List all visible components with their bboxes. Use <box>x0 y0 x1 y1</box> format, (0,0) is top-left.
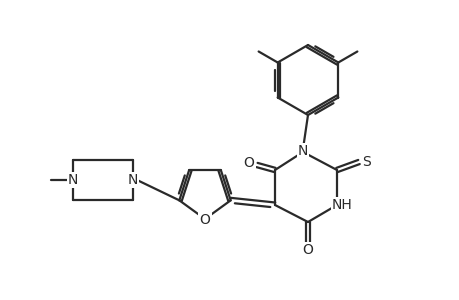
Text: N: N <box>297 144 308 158</box>
Text: O: O <box>302 243 313 257</box>
Text: NH: NH <box>331 198 352 212</box>
Text: N: N <box>128 173 138 187</box>
Text: O: O <box>243 156 254 170</box>
Text: O: O <box>199 213 210 227</box>
Text: S: S <box>362 155 370 169</box>
Text: N: N <box>67 173 78 187</box>
